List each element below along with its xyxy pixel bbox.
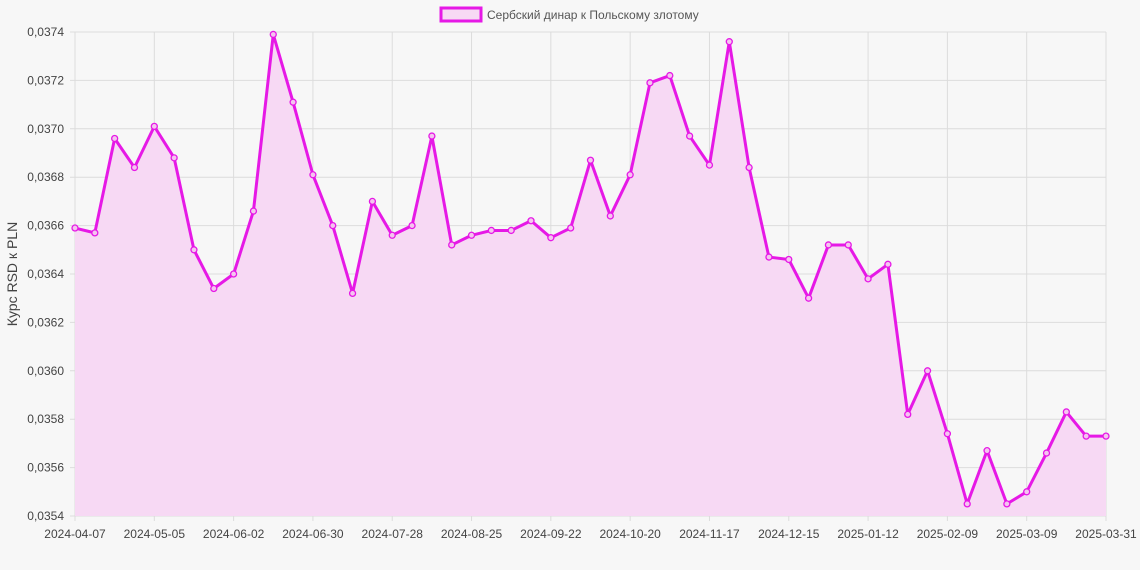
data-point — [210, 284, 218, 293]
data-point — [725, 38, 733, 46]
data-point — [289, 98, 297, 106]
x-tick-label: 2024-05-05 — [124, 527, 186, 541]
data-point — [527, 217, 535, 225]
data-point — [705, 161, 714, 169]
data-point — [487, 226, 496, 235]
x-tick-label: 2024-04-07 — [44, 527, 106, 541]
data-point — [229, 270, 238, 278]
data-point — [170, 154, 178, 162]
data-point — [923, 367, 932, 375]
y-tick-label: 0,0372 — [27, 73, 64, 87]
data-point — [666, 71, 674, 80]
y-tick-label: 0,0354 — [27, 509, 64, 523]
data-point — [1023, 488, 1031, 496]
data-point — [507, 226, 515, 235]
data-point — [190, 246, 198, 254]
x-tick-label: 2024-09-22 — [520, 527, 582, 541]
data-point — [329, 221, 337, 230]
x-tick-label: 2024-06-30 — [282, 527, 344, 541]
legend-swatch[interactable] — [439, 6, 483, 23]
data-point — [785, 255, 793, 264]
y-tick-label: 0,0370 — [27, 122, 64, 136]
data-point — [983, 447, 991, 455]
data-point — [467, 231, 476, 239]
data-point — [368, 197, 377, 206]
y-tick-label: 0,0366 — [27, 219, 64, 233]
data-point — [943, 430, 952, 438]
data-point — [586, 156, 595, 164]
series-area — [75, 34, 1106, 517]
y-tick-label: 0,0360 — [27, 364, 64, 378]
x-tick-label: 2024-10-20 — [599, 527, 661, 541]
data-point — [606, 212, 614, 220]
data-point — [685, 132, 694, 140]
data-point — [150, 122, 158, 131]
data-point — [408, 221, 416, 230]
data-point — [448, 241, 456, 249]
data-point — [309, 171, 317, 179]
x-tick-label: 2025-02-09 — [917, 527, 979, 541]
data-point — [824, 241, 833, 249]
x-tick-label: 2025-03-31 — [1075, 527, 1137, 541]
data-point — [130, 163, 139, 172]
x-tick-label: 2024-08-25 — [441, 527, 503, 541]
data-point — [1042, 449, 1051, 457]
data-point — [348, 289, 357, 298]
data-point — [388, 231, 396, 239]
y-tick-label: 0,0358 — [27, 412, 64, 426]
legend[interactable]: Сербский динар к Польскому злотому — [439, 6, 699, 23]
data-point — [844, 241, 852, 249]
x-axis-ticks: 2024-04-07 2024-05-05 2024-06-02 2024-06-30… — [44, 527, 1137, 541]
data-point — [904, 410, 912, 419]
y-tick-label: 0,0356 — [27, 461, 64, 475]
area-fill — [75, 34, 1106, 517]
x-tick-label: 2024-11-17 — [679, 527, 740, 541]
data-point — [626, 171, 634, 179]
data-point — [646, 79, 654, 87]
data-point — [864, 275, 872, 283]
data-point — [963, 500, 971, 508]
data-point — [71, 224, 79, 232]
data-point — [111, 134, 119, 143]
data-point — [269, 30, 277, 39]
y-tick-label: 0,0364 — [27, 267, 64, 281]
x-tick-label: 2024-12-15 — [758, 527, 820, 541]
data-point — [91, 229, 99, 237]
data-point — [547, 234, 555, 242]
data-point — [567, 224, 575, 232]
data-point — [428, 132, 436, 140]
y-axis-title: Курс RSD к PLN — [4, 222, 20, 326]
data-point — [1003, 500, 1011, 508]
data-point — [884, 260, 892, 268]
data-point — [804, 294, 813, 302]
data-point — [745, 163, 753, 172]
x-tick-label: 2025-01-12 — [837, 527, 899, 541]
y-axis-ticks: 0,0354 0,0356 0,0358 0,0360 0,0362 0,0364 0,03… — [27, 25, 64, 523]
x-tick-label: 2024-06-02 — [203, 527, 265, 541]
data-point — [1082, 432, 1090, 440]
data-points — [71, 30, 1110, 508]
data-point — [249, 207, 258, 215]
y-tick-label: 0,0362 — [27, 315, 64, 329]
legend-label[interactable]: Сербский динар к Польскому злотому — [487, 8, 699, 22]
data-point — [1102, 432, 1110, 440]
data-point — [1062, 408, 1070, 416]
x-tick-label: 2025-03-09 — [996, 527, 1058, 541]
y-tick-label: 0,0374 — [27, 25, 64, 39]
y-tick-label: 0,0368 — [27, 170, 64, 184]
data-point — [765, 253, 773, 261]
x-tick-label: 2024-07-28 — [362, 527, 424, 541]
